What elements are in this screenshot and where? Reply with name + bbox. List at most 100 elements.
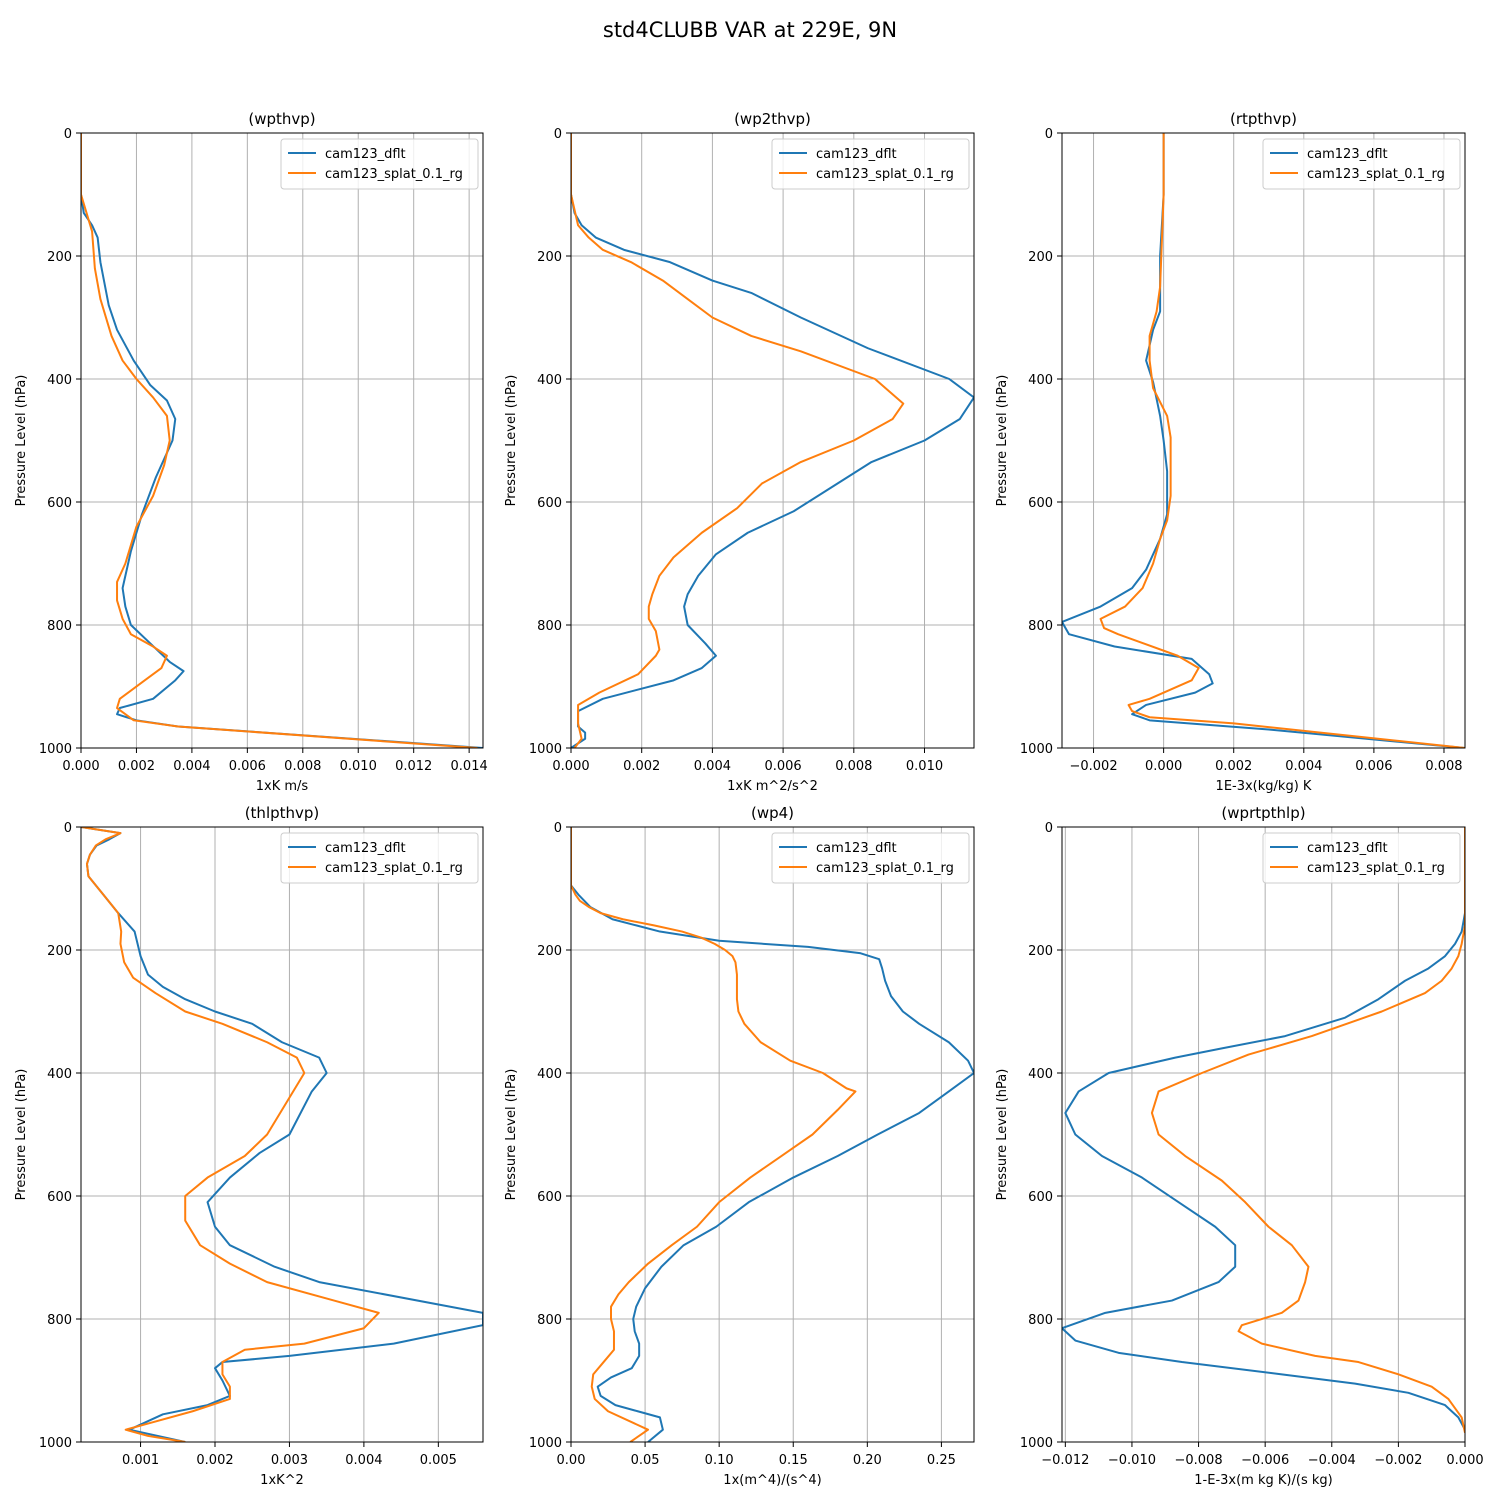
- y-tick-label: 1000: [1020, 742, 1053, 757]
- x-tick-label: 0.000: [552, 759, 589, 774]
- y-tick-label: 800: [1028, 619, 1053, 634]
- subplot-grid: 0.000 0.002 0.004 0.006 0.008 0.010 0.012 0.014…: [14, 110, 1484, 1488]
- legend: cam123_dflt cam123_splat_0.1_rg: [280, 138, 479, 190]
- y-tick-label: 600: [1028, 1190, 1053, 1205]
- y-axis-label: Pressure Level (hPa): [995, 375, 1010, 507]
- legend-box: [771, 138, 970, 190]
- x-axis-label: 1x(m^4)/(s^4): [723, 1473, 821, 1488]
- series-line: [81, 827, 380, 1442]
- y-tick-label: 800: [47, 1313, 72, 1328]
- axes-frame: [80, 826, 484, 1443]
- y-tick-label: 0: [554, 821, 562, 836]
- y-tick-label: 0: [1045, 127, 1053, 142]
- series-line: [1099, 133, 1465, 748]
- legend-label: cam123_splat_0.1_rg: [816, 861, 954, 876]
- subplot-title: (rtpthvp): [1230, 110, 1297, 128]
- x-tick-label: 0.003: [271, 1453, 308, 1468]
- subplot-title: (wprtpthlp): [1221, 804, 1305, 822]
- x-tick-label: 0.005: [420, 1453, 457, 1468]
- x-axis-label: 1E-3x(kg/kg) K: [1216, 779, 1312, 794]
- y-tick-label: 200: [47, 944, 72, 959]
- subplot-2: 0.000 0.002 0.004 0.006 0.008 0.010 0 200 400 600…: [504, 110, 975, 794]
- y-tick-label: 1000: [1020, 1436, 1053, 1451]
- subplot-5: 0.00 0.05 0.10 0.15 0.20 0.25 0 200 400 600 800 100…: [504, 804, 975, 1488]
- y-tick-label: 800: [537, 619, 562, 634]
- y-tick-label: 200: [1028, 944, 1053, 959]
- series-line: [571, 133, 974, 748]
- y-tick-label: 0: [554, 127, 562, 142]
- legend-label: cam123_dflt: [325, 147, 406, 162]
- y-tick-label: 1000: [529, 1436, 562, 1451]
- y-tick-label: 200: [537, 944, 562, 959]
- subplot-title: (wpthvp): [248, 110, 315, 128]
- y-axis-label: Pressure Level (hPa): [14, 1069, 29, 1201]
- y-tick-label: 400: [1028, 1067, 1053, 1082]
- legend: cam123_dflt cam123_splat_0.1_rg: [771, 832, 970, 884]
- y-tick-label: 600: [537, 1190, 562, 1205]
- legend: cam123_dflt cam123_splat_0.1_rg: [280, 832, 479, 884]
- series-line: [1062, 133, 1465, 748]
- series-line: [1150, 827, 1465, 1433]
- x-axis-label: 1xK m^2/s^2: [727, 779, 818, 794]
- x-tick-label: 0.006: [764, 759, 801, 774]
- legend: cam123_dflt cam123_splat_0.1_rg: [771, 138, 970, 190]
- axes-frame: [570, 132, 975, 749]
- legend-label: cam123_dflt: [1307, 841, 1388, 856]
- y-tick-label: 400: [1028, 373, 1053, 388]
- x-tick-label: 0.00: [557, 1453, 586, 1468]
- x-tick-label: 0.010: [906, 759, 943, 774]
- y-tick-label: 800: [537, 1313, 562, 1328]
- legend-label: cam123_dflt: [816, 841, 897, 856]
- x-axis-label: 1xK m/s: [256, 779, 309, 794]
- y-tick-label: 1000: [529, 742, 562, 757]
- subplot-title: (thlpthvp): [245, 804, 320, 822]
- x-tick-label: 0.000: [62, 759, 99, 774]
- subplot-1: 0.000 0.002 0.004 0.006 0.008 0.010 0.012 0.014…: [14, 110, 488, 794]
- y-tick-label: 200: [47, 250, 72, 265]
- x-tick-label: 0.004: [694, 759, 731, 774]
- legend-label: cam123_splat_0.1_rg: [1307, 167, 1445, 182]
- x-tick-label: 0.008: [284, 759, 321, 774]
- y-tick-label: 600: [1028, 496, 1053, 511]
- legend-label: cam123_dflt: [325, 841, 406, 856]
- legend-box: [1262, 832, 1461, 884]
- x-tick-label: 0.006: [1355, 759, 1392, 774]
- series-line: [571, 133, 905, 748]
- x-tick-label: 0.004: [345, 1453, 382, 1468]
- legend: cam123_dflt cam123_splat_0.1_rg: [1262, 832, 1461, 884]
- legend-box: [280, 138, 479, 190]
- x-axis-label: 1xK^2: [260, 1473, 304, 1488]
- x-tick-label: −0.004: [1308, 1453, 1356, 1468]
- y-tick-label: 800: [1028, 1313, 1053, 1328]
- y-tick-label: 400: [47, 373, 72, 388]
- legend-label: cam123_dflt: [1307, 147, 1388, 162]
- y-tick-label: 200: [537, 250, 562, 265]
- series-line: [81, 133, 478, 748]
- y-axis-label: Pressure Level (hPa): [504, 375, 519, 507]
- legend-box: [280, 832, 479, 884]
- x-tick-label: 0.002: [118, 759, 155, 774]
- y-tick-label: 600: [47, 1190, 72, 1205]
- subplot-3: −0.002 0.000 0.002 0.004 0.006 0.008 0 200 400 60…: [995, 110, 1466, 794]
- y-tick-label: 1000: [39, 1436, 72, 1451]
- subplot-6: −0.012 −0.010 −0.008 −0.006 −0.004 −0.002 0.00…: [995, 804, 1484, 1488]
- x-tick-label: 0.20: [853, 1453, 882, 1468]
- y-tick-label: 0: [64, 821, 72, 836]
- x-tick-label: 0.004: [1285, 759, 1322, 774]
- series-line: [1062, 827, 1465, 1431]
- x-axis-label: 1-E-3x(m kg K)/(s kg): [1194, 1473, 1332, 1488]
- y-tick-label: 400: [537, 1067, 562, 1082]
- x-tick-label: 0.010: [340, 759, 377, 774]
- legend-label: cam123_splat_0.1_rg: [1307, 861, 1445, 876]
- x-tick-label: −0.006: [1241, 1453, 1289, 1468]
- y-axis-label: Pressure Level (hPa): [504, 1069, 519, 1201]
- x-tick-label: −0.012: [1041, 1453, 1089, 1468]
- x-tick-label: 0.004: [173, 759, 210, 774]
- x-tick-label: 0.014: [451, 759, 488, 774]
- x-tick-label: 0.002: [1215, 759, 1252, 774]
- legend-box: [1262, 138, 1461, 190]
- x-tick-label: −0.002: [1069, 759, 1117, 774]
- legend-label: cam123_splat_0.1_rg: [325, 167, 463, 182]
- y-tick-label: 800: [47, 619, 72, 634]
